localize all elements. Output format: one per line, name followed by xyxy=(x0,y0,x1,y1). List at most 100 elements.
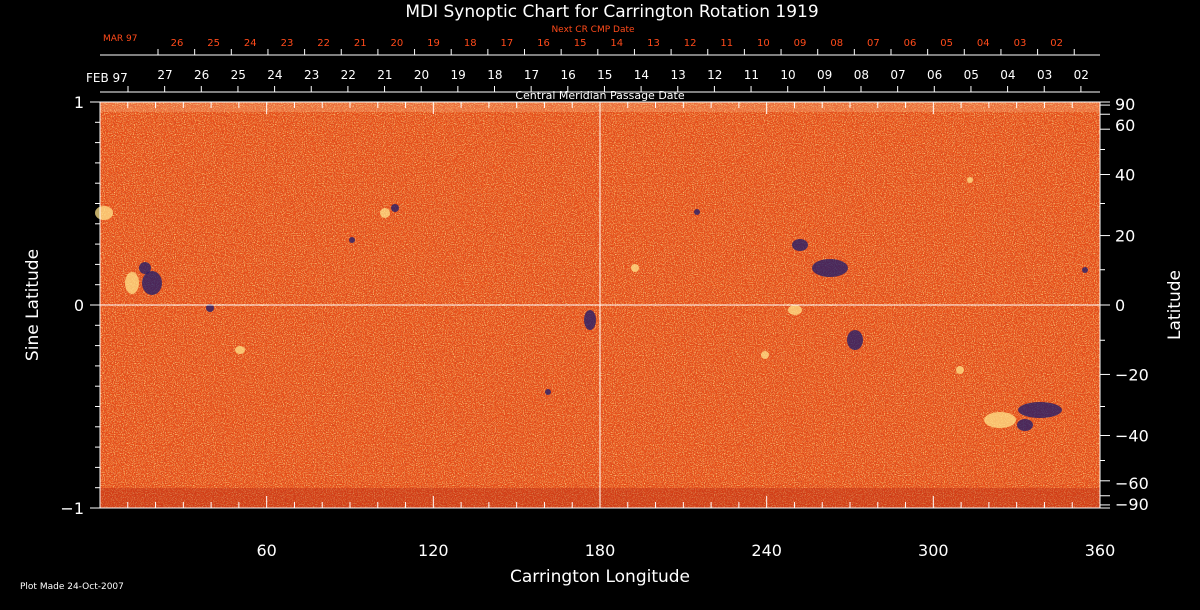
cmp-date-label: 18 xyxy=(487,68,502,82)
next-date-label: 10 xyxy=(757,38,770,49)
x-axis-labels: 60 120 180 240 300 360 xyxy=(256,541,1115,560)
cmp-date-label: 27 xyxy=(157,68,172,82)
next-month-label: MAR 97 xyxy=(103,34,138,44)
y-left-tick-label: 1 xyxy=(74,93,84,112)
cmp-date-label: 10 xyxy=(780,68,795,82)
y-right-tick-label: 90 xyxy=(1115,95,1135,114)
cmp-date-label: 16 xyxy=(561,68,576,82)
magnetic-spot xyxy=(142,271,162,295)
next-date-label: 21 xyxy=(354,38,367,49)
cmp-date-label: 24 xyxy=(267,68,282,82)
magnetic-spot xyxy=(984,412,1016,428)
next-date-label: 18 xyxy=(464,38,477,49)
magnetic-spot xyxy=(206,304,214,312)
y-right-tick-label: −90 xyxy=(1115,495,1149,514)
cmp-date-label: 15 xyxy=(597,68,612,82)
chart-title: MDI Synoptic Chart for Carrington Rotati… xyxy=(405,2,818,22)
y-right-tick-label: 0 xyxy=(1115,296,1125,315)
next-date-label: 03 xyxy=(1014,38,1027,49)
next-date-ticks xyxy=(157,49,1075,55)
y-right-tick-label: −40 xyxy=(1115,426,1149,445)
next-date-label: 23 xyxy=(281,38,294,49)
x-tick-label: 180 xyxy=(585,541,616,560)
cmp-date-label: 13 xyxy=(670,68,685,82)
next-date-label: 02 xyxy=(1050,38,1063,49)
magnetic-spot xyxy=(788,305,802,315)
cmp-date-label: 25 xyxy=(231,68,246,82)
next-date-labels: 26 25 24 23 22 21 20 19 18 17 16 15 14 13 12 11 10 09 08 07… xyxy=(171,38,1063,49)
cmp-date-label: 19 xyxy=(451,68,466,82)
next-date-label: 11 xyxy=(720,38,733,49)
magnetic-spot xyxy=(139,262,151,274)
magnetic-spot xyxy=(1082,267,1088,273)
next-date-label: 25 xyxy=(207,38,220,49)
y-left-tick-label: 0 xyxy=(74,296,84,315)
next-date-axis-title: Next CR CMP Date xyxy=(551,25,635,35)
next-date-label: 20 xyxy=(391,38,404,49)
y-left-tick-label: −1 xyxy=(60,499,84,518)
next-date-label: 26 xyxy=(171,38,184,49)
magnetic-spot xyxy=(391,204,399,212)
plot-made-note: Plot Made 24-Oct-2007 xyxy=(20,582,124,592)
cmp-date-ticks xyxy=(127,86,1082,92)
cmp-date-label: 26 xyxy=(194,68,209,82)
y-right-tick-label: 40 xyxy=(1115,166,1135,185)
cmp-date-label: 03 xyxy=(1037,68,1052,82)
cmp-date-label: 21 xyxy=(377,68,392,82)
active-region-spots xyxy=(95,177,1088,431)
magnetic-spot xyxy=(631,264,639,272)
x-tick-label: 360 xyxy=(1085,541,1116,560)
next-date-label: 06 xyxy=(904,38,917,49)
cmp-date-label: 05 xyxy=(964,68,979,82)
magnetic-spot xyxy=(812,259,848,277)
cmp-date-label: 11 xyxy=(744,68,759,82)
next-date-label: 05 xyxy=(940,38,953,49)
x-axis-ticks xyxy=(99,102,1101,508)
cmp-date-label: 23 xyxy=(304,68,319,82)
magnetic-spot xyxy=(380,208,390,218)
magnetic-spot xyxy=(1017,419,1033,431)
cmp-date-label: 09 xyxy=(817,68,832,82)
magnetic-spot xyxy=(761,351,769,359)
next-date-label: 07 xyxy=(867,38,880,49)
next-date-label: 17 xyxy=(500,38,513,49)
date-month-label: FEB 97 xyxy=(86,71,128,85)
y-right-tick-label: 20 xyxy=(1115,227,1135,246)
x-tick-label: 300 xyxy=(918,541,949,560)
y-right-tick-label: −60 xyxy=(1115,474,1149,493)
magnetic-spot xyxy=(125,272,139,294)
y-right-tick-label: −20 xyxy=(1115,365,1149,384)
next-date-label: 14 xyxy=(610,38,623,49)
left-y-axis-title: Sine Latitude xyxy=(23,249,43,361)
cmp-date-label: 02 xyxy=(1074,68,1089,82)
cmp-date-label: 22 xyxy=(341,68,356,82)
cmp-date-label: 14 xyxy=(634,68,649,82)
magnetic-spot xyxy=(235,346,245,354)
cmp-date-axis-title: Central Meridian Passage Date xyxy=(515,89,684,102)
magnetic-spot xyxy=(1018,402,1062,418)
cmp-date-label: 20 xyxy=(414,68,429,82)
cmp-date-labels: 27 26 25 24 23 22 21 20 19 18 17 16 15 14 13 12 11 10 09 08… xyxy=(157,68,1089,82)
next-date-label: 13 xyxy=(647,38,660,49)
x-tick-label: 240 xyxy=(751,541,782,560)
x-tick-label: 60 xyxy=(256,541,276,560)
magnetic-spot xyxy=(847,330,863,350)
x-tick-label: 120 xyxy=(418,541,449,560)
cmp-date-label: 04 xyxy=(1000,68,1015,82)
next-date-label: 08 xyxy=(830,38,843,49)
next-date-label: 15 xyxy=(574,38,587,49)
magnetic-spot xyxy=(545,389,551,395)
next-date-label: 19 xyxy=(427,38,440,49)
right-y-axis-title: Latitude xyxy=(1165,270,1185,340)
magnetic-spot xyxy=(956,366,964,374)
cmp-date-label: 06 xyxy=(927,68,942,82)
y-right-tick-label: 60 xyxy=(1115,116,1135,135)
next-date-label: 22 xyxy=(317,38,330,49)
cmp-date-label: 12 xyxy=(707,68,722,82)
cmp-date-label: 17 xyxy=(524,68,539,82)
cmp-date-label: 08 xyxy=(854,68,869,82)
magnetic-spot xyxy=(584,310,596,330)
left-y-axis: 1 0 −1 xyxy=(60,93,100,518)
magnetic-spot xyxy=(792,239,808,251)
